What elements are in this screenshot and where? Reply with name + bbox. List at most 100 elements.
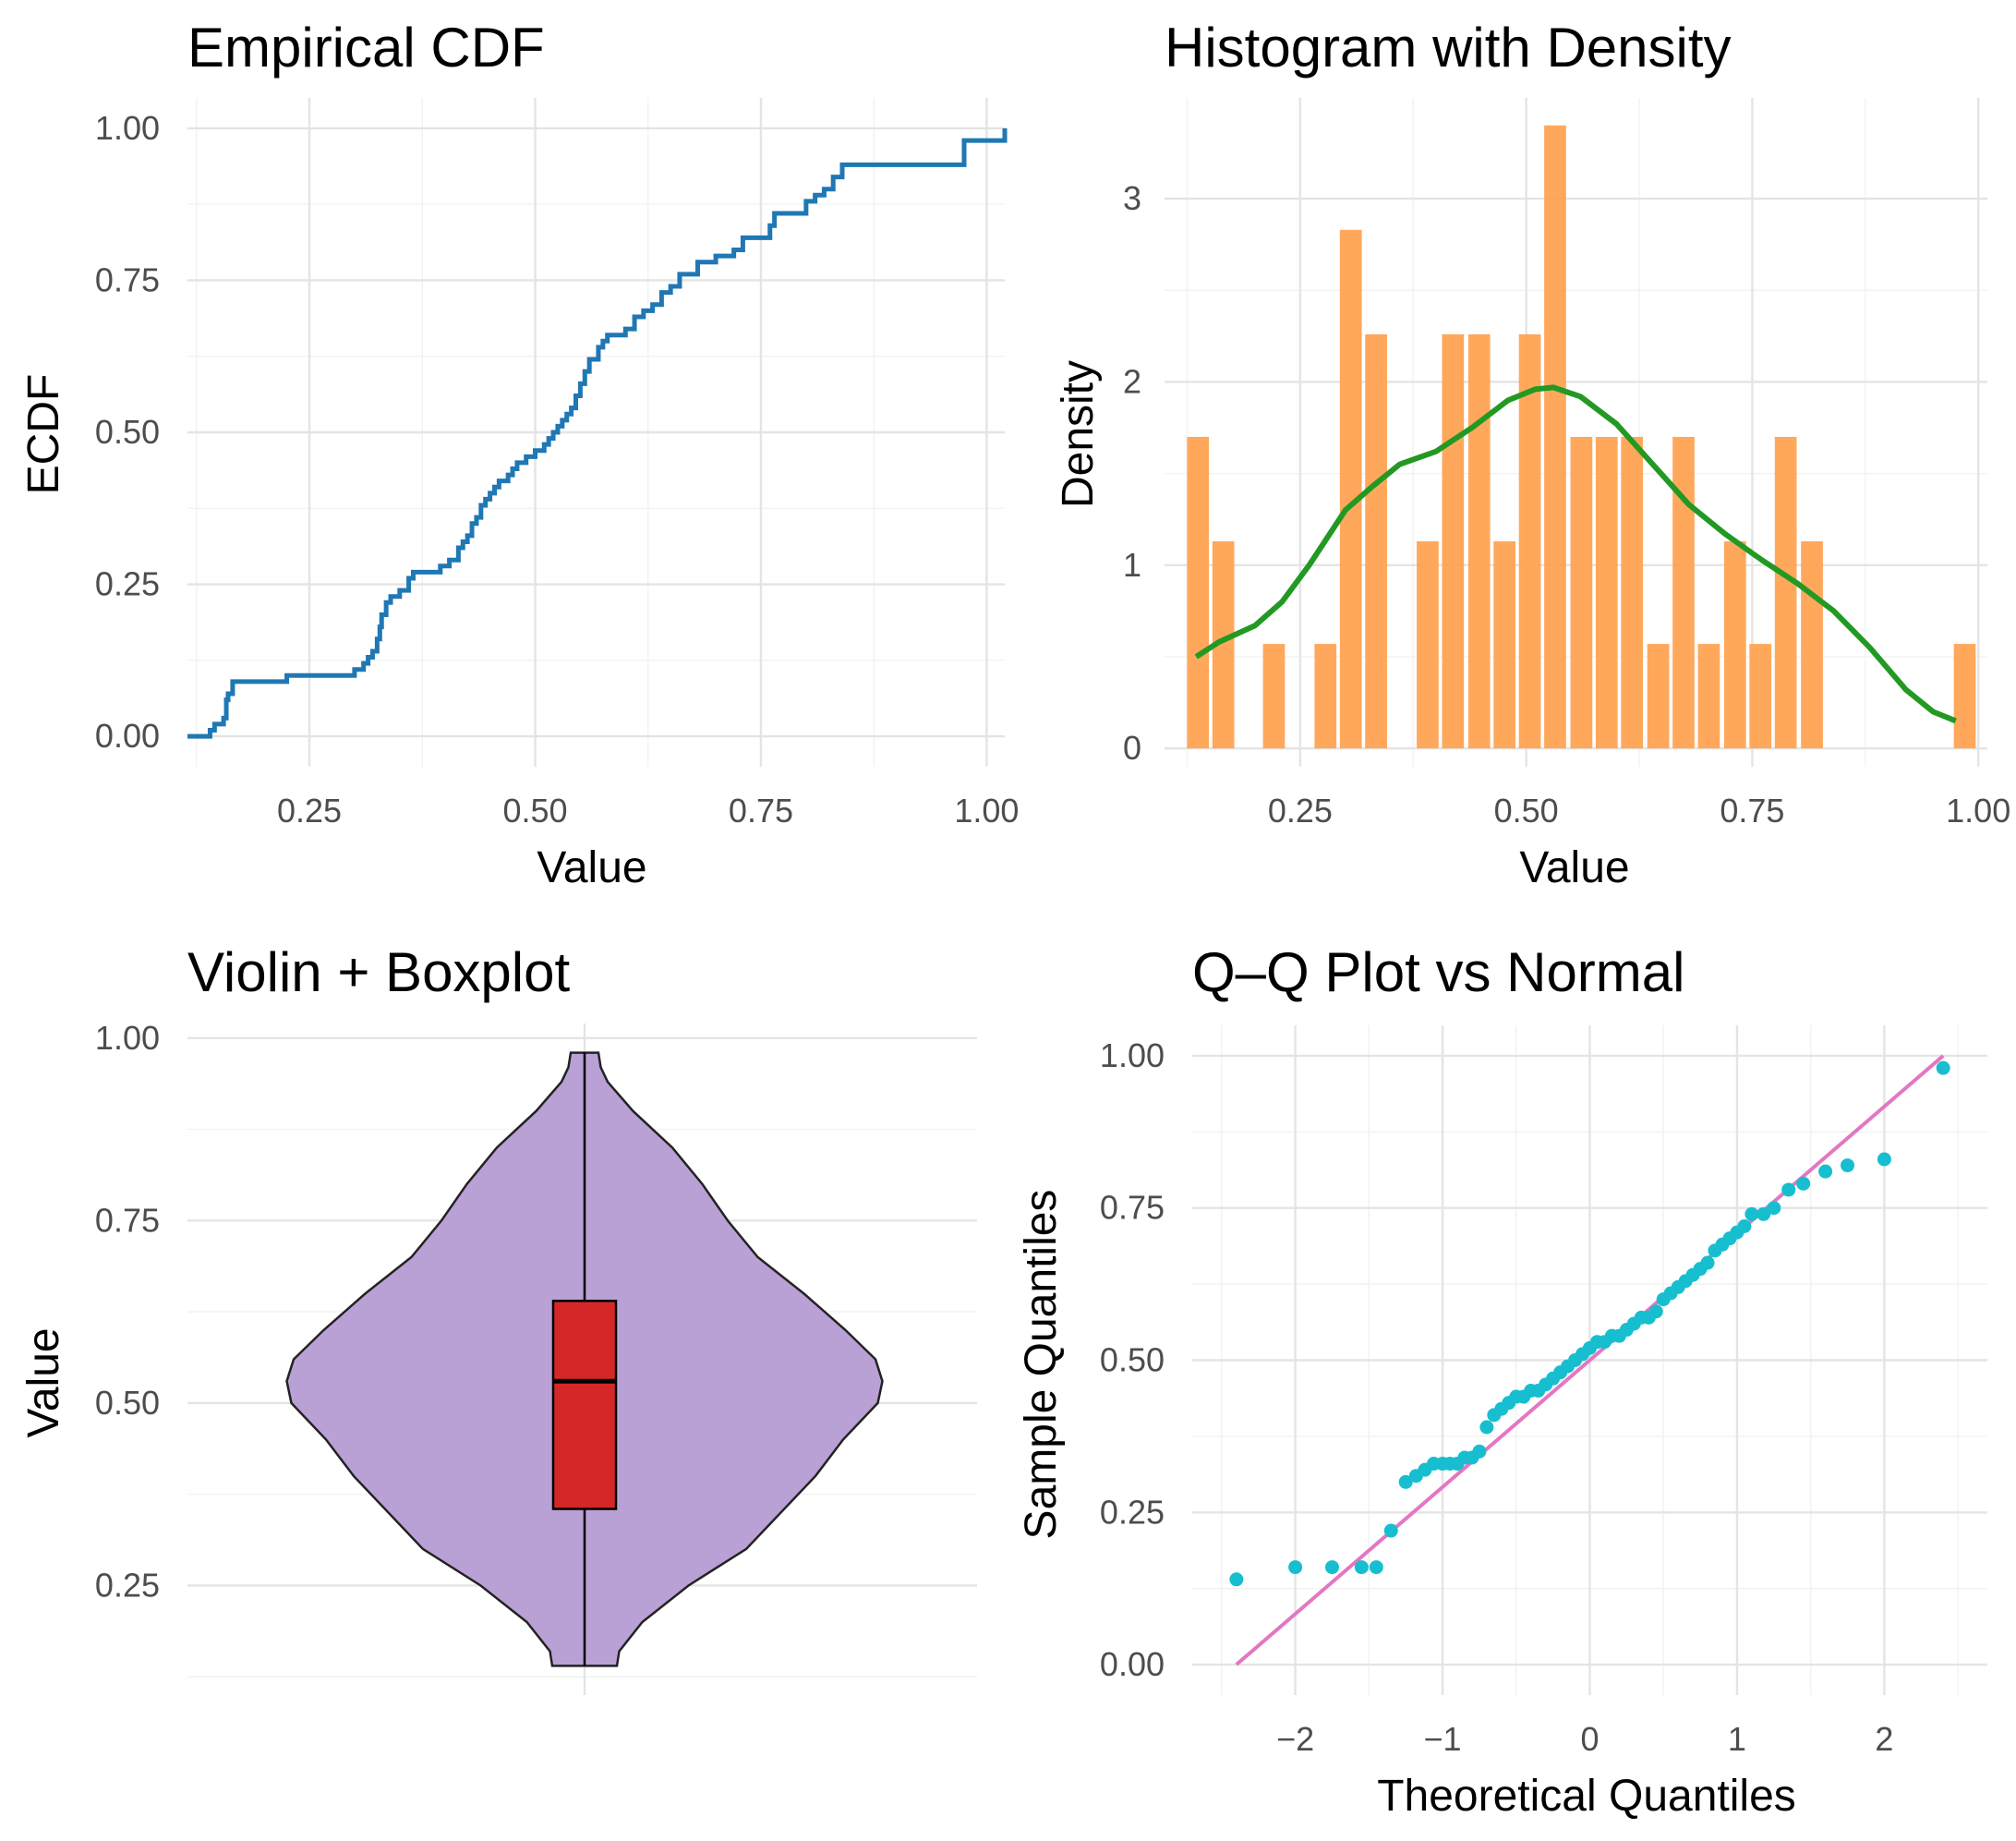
qq-ytick-label: 1.00	[1100, 1036, 1165, 1074]
qq-point	[1354, 1560, 1369, 1575]
ecdf-xtick-label: 0.25	[277, 792, 342, 830]
hist-bar	[1365, 333, 1387, 749]
qq-ytick-label: 0.50	[1100, 1341, 1165, 1379]
hist-bar	[1749, 644, 1772, 749]
qq-point	[1936, 1060, 1950, 1075]
hist-bar	[1187, 436, 1210, 749]
qq-xtick-label: 0	[1580, 1720, 1599, 1758]
hist-bar	[1493, 541, 1516, 749]
qq-reference-line	[1235, 1054, 1945, 1666]
ecdf-gridlines	[187, 98, 1005, 767]
ecdf-ytick-label: 0.75	[95, 260, 160, 298]
panel-qq: Q–Q Plot vs Normal −2 −1 0 1 2 0.00 0.25 0.50 0.…	[1017, 941, 1987, 1821]
panel-histogram: Histogram with Density 0.25 0.50 0.75 1.000…	[1054, 17, 2010, 892]
hist-bar	[1417, 541, 1439, 749]
hist-bar	[1570, 436, 1593, 749]
qq-point	[1383, 1523, 1398, 1538]
ecdf-ytick-label: 1.00	[95, 109, 160, 147]
qq-xtick-label: 1	[1728, 1720, 1746, 1758]
hist-marks	[1187, 125, 1976, 749]
hist-ytick-label: 3	[1123, 179, 1141, 217]
hist-bar	[1467, 333, 1491, 749]
hist-bar	[1801, 541, 1823, 749]
box-iqr	[551, 1300, 618, 1510]
hist-ytick-label: 0	[1123, 729, 1141, 767]
qq-point	[1841, 1158, 1855, 1173]
hist-bar	[1262, 644, 1286, 749]
hist-bar	[1212, 541, 1235, 749]
ecdf-ylabel: ECDF	[19, 374, 68, 495]
ecdf-xlabel: Value	[537, 843, 646, 892]
violin-ytick-label: 0.25	[95, 1566, 160, 1604]
hist-bar	[1621, 436, 1644, 749]
hist-bar	[1672, 436, 1695, 749]
hist-bar	[1647, 644, 1670, 749]
qq-point	[1781, 1182, 1796, 1197]
violin-title: Violin + Boxplot	[187, 941, 571, 1003]
qq-point	[1648, 1304, 1663, 1319]
panel-violin: Violin + Boxplot 0.25 0.50 0.75 1.00 Value	[19, 941, 977, 1695]
qq-point	[1324, 1560, 1339, 1575]
qq-point	[1796, 1176, 1811, 1191]
hist-xlabel: Value	[1519, 843, 1629, 892]
qq-marks	[1229, 1054, 1950, 1666]
hist-bar	[1697, 644, 1720, 749]
density-curve	[1194, 384, 1957, 724]
violin-marks	[285, 1051, 884, 1667]
qq-xtick-label: −1	[1424, 1720, 1462, 1758]
qq-point	[1756, 1206, 1771, 1221]
qq-ytick-label: 0.75	[1100, 1189, 1165, 1227]
qq-point	[1472, 1444, 1487, 1459]
violin-ytick-label: 0.50	[95, 1384, 160, 1422]
ecdf-step-line	[187, 127, 1008, 739]
ecdf-ytick-label: 0.50	[95, 413, 160, 451]
hist-bar	[1314, 644, 1337, 749]
hist-ytick-label: 1	[1123, 546, 1141, 584]
qq-ytick-label: 0.25	[1100, 1493, 1165, 1531]
hist-xtick-label: 0.75	[1720, 792, 1784, 830]
hist-xtick-label: 0.50	[1494, 792, 1559, 830]
ecdf-title: Empirical CDF	[187, 17, 545, 79]
violin-ylabel: Value	[19, 1327, 68, 1437]
ecdf-ytick-label: 0.25	[95, 565, 160, 603]
qq-xlabel: Theoretical Quantiles	[1377, 1772, 1796, 1821]
hist-bar	[1518, 333, 1541, 749]
qq-ticks: −2 −1 0 1 2 0.00 0.25 0.50 0.75 1.00	[1100, 1036, 1893, 1758]
qq-point	[1229, 1572, 1244, 1587]
qq-point	[1479, 1420, 1494, 1435]
hist-ytick-label: 2	[1123, 362, 1141, 400]
qq-xtick-label: 2	[1875, 1720, 1893, 1758]
violin-ytick-label: 0.75	[95, 1201, 160, 1239]
hist-bar	[1774, 436, 1797, 749]
hist-bar	[1953, 644, 1976, 749]
qq-point	[1288, 1560, 1303, 1575]
hist-ticks: 0.25 0.50 0.75 1.00 0 1 2 3	[1123, 179, 2010, 830]
hist-bar	[1544, 125, 1566, 749]
ecdf-ticks: 0.25 0.50 0.75 1.00 0.00 0.25 0.50 0.75 1.00	[95, 109, 1020, 830]
qq-point	[1877, 1152, 1891, 1167]
qq-ylabel: Sample Quantiles	[1017, 1190, 1066, 1540]
ecdf-ytick-label: 0.00	[95, 717, 160, 755]
hist-bar	[1339, 229, 1362, 749]
ecdf-xtick-label: 0.50	[502, 792, 567, 830]
qq-point	[1744, 1206, 1759, 1221]
hist-bar	[1723, 541, 1746, 749]
hist-ylabel: Density	[1054, 360, 1103, 508]
hist-title: Histogram with Density	[1165, 17, 1732, 79]
ecdf-xtick-label: 0.75	[729, 792, 793, 830]
hist-xtick-label: 1.00	[1946, 792, 2010, 830]
qq-point	[1398, 1474, 1413, 1489]
qq-ytick-label: 0.00	[1100, 1645, 1165, 1683]
qq-point	[1369, 1560, 1383, 1575]
qq-point	[1737, 1219, 1752, 1233]
ecdf-xtick-label: 1.00	[954, 792, 1019, 830]
ecdf-marks	[187, 127, 1008, 739]
qq-point	[1818, 1164, 1833, 1179]
violin-ytick-label: 1.00	[95, 1019, 160, 1057]
qq-point	[1767, 1201, 1781, 1216]
violin-ticks: 0.25 0.50 0.75 1.00	[95, 1019, 160, 1605]
hist-xtick-label: 0.25	[1268, 792, 1333, 830]
qq-title: Q–Q Plot vs Normal	[1192, 941, 1684, 1003]
qq-xtick-label: −2	[1276, 1720, 1314, 1758]
